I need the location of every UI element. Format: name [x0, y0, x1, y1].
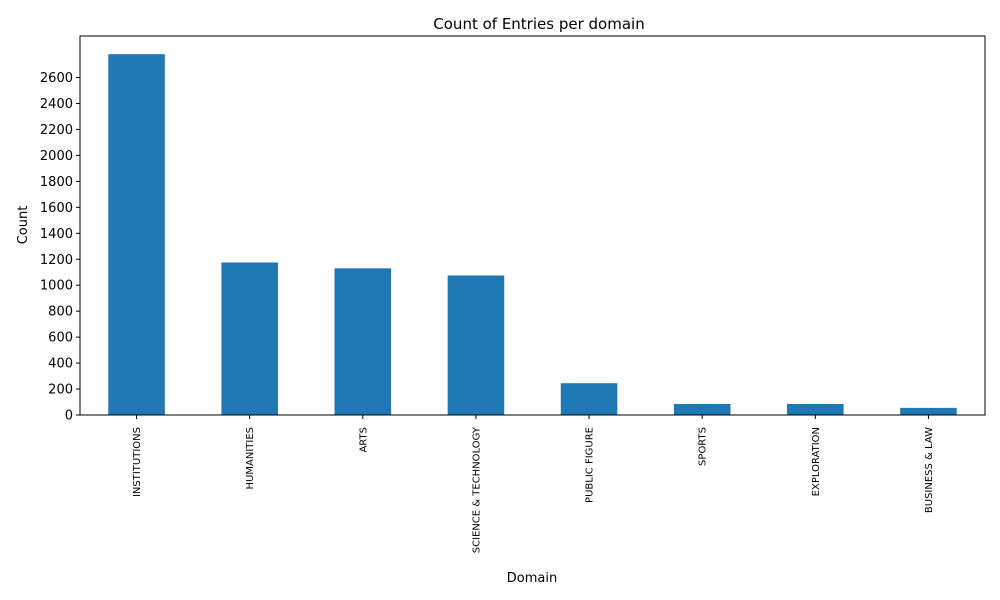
y-tick-label: 800: [48, 305, 73, 320]
y-axis: 0 200 400 600 800 1000 1200 1400 1600 1800 2000 220…: [40, 71, 80, 424]
bar-institutions: [108, 54, 165, 416]
y-tick-label: 0: [65, 409, 73, 424]
y-tick-label: 200: [48, 383, 73, 398]
y-tick-label: 1400: [40, 227, 73, 242]
bars-layer: [108, 54, 957, 416]
y-tick-label: 1600: [40, 201, 73, 216]
y-tick-label: 2000: [40, 149, 73, 164]
x-tick-label: PUBLIC FIGURE: [585, 427, 596, 503]
bar-humanities: [221, 262, 278, 415]
bar-public-figure: [560, 383, 618, 415]
y-tick-label: 600: [48, 331, 73, 346]
x-tick-label: SPORTS: [698, 427, 709, 466]
y-tick-label: 400: [48, 357, 73, 372]
bar-business-law: [900, 407, 957, 415]
y-tick-label: 1800: [40, 175, 73, 190]
x-axis-title: Domain: [507, 571, 557, 586]
y-tick-label: 1000: [40, 279, 73, 294]
x-tick-label: ARTS: [358, 427, 369, 453]
bar-exploration: [787, 403, 844, 415]
bar-science-technology: [447, 275, 505, 415]
y-tick-label: 2200: [40, 123, 73, 138]
x-axis: INSTITUTIONS HUMANITIES ARTS SCIENCE & TECH…: [132, 415, 935, 553]
bar-arts: [334, 268, 392, 415]
chart-title: Count of Entries per domain: [433, 15, 644, 33]
bar-sports: [673, 403, 731, 415]
y-axis-title: Count: [16, 206, 31, 245]
x-tick-label: HUMANITIES: [245, 427, 256, 489]
x-tick-label: SCIENCE & TECHNOLOGY: [471, 426, 482, 553]
x-tick-label: EXPLORATION: [811, 427, 822, 496]
x-tick-label: BUSINESS & LAW: [924, 427, 935, 513]
plot-frame: [79, 35, 986, 416]
y-tick-label: 1200: [40, 253, 73, 268]
y-tick-label: 2600: [40, 71, 73, 86]
y-tick-label: 2400: [40, 97, 73, 112]
x-tick-label: INSTITUTIONS: [132, 427, 143, 497]
